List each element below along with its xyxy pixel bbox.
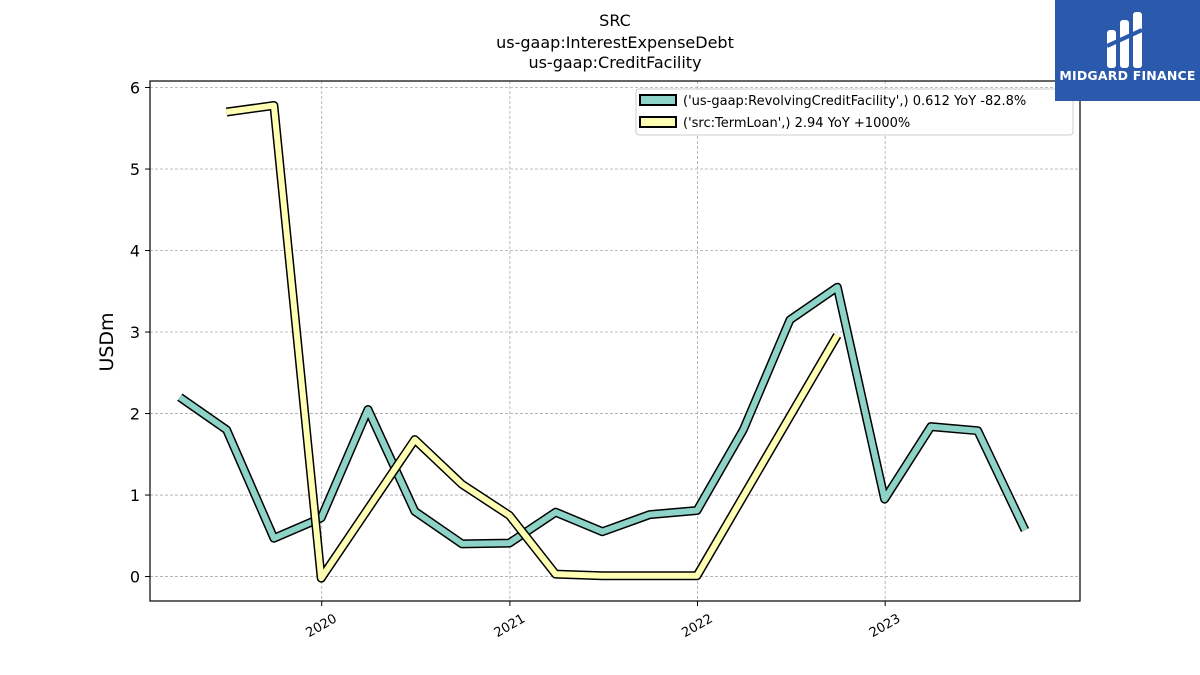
ticks-layer: 0 1 2 3 4 5 6 2020 2021 2022 2023	[130, 79, 903, 641]
y-tick-label: 6	[130, 79, 140, 98]
y-tick-label: 1	[130, 486, 140, 505]
x-tick-label: 2021	[492, 611, 528, 641]
y-tick-label: 4	[130, 242, 140, 261]
legend-swatch-1	[639, 116, 677, 128]
legend-label-1: ('src:TermLoan',) 2.94 YoY +1000%	[683, 116, 910, 131]
series-outline-1	[225, 101, 842, 583]
y-axis-label: USDm	[96, 312, 118, 371]
midgard-logo-mark-icon	[1106, 12, 1143, 68]
x-tick-label: 2022	[679, 611, 715, 641]
y-tick-label: 3	[130, 323, 140, 342]
legend-swatch-0	[639, 94, 677, 106]
x-tick-label: 2023	[867, 611, 903, 641]
legend: ('us-gaap:RevolvingCreditFacility',) 0.6…	[635, 88, 1074, 136]
plot-frame	[149, 80, 1081, 602]
logo-text: MIDGARD FINANCE	[1059, 68, 1196, 83]
y-tick-label: 5	[130, 160, 140, 179]
legend-box	[635, 88, 1074, 136]
chart-title-line-2: us-gaap:InterestExpenseDebt	[496, 33, 734, 52]
legend-label-0: ('us-gaap:RevolvingCreditFacility',) 0.6…	[683, 94, 1026, 109]
series-layer	[177, 101, 1030, 583]
x-tick-label: 2020	[304, 611, 340, 641]
chart-title-line-1: SRC	[599, 11, 631, 30]
y-tick-label: 2	[130, 405, 140, 424]
chart-title-line-3: us-gaap:CreditFacility	[528, 53, 702, 72]
midgard-finance-logo: MIDGARD FINANCE	[1055, 0, 1200, 101]
y-tick-label: 0	[130, 568, 140, 587]
